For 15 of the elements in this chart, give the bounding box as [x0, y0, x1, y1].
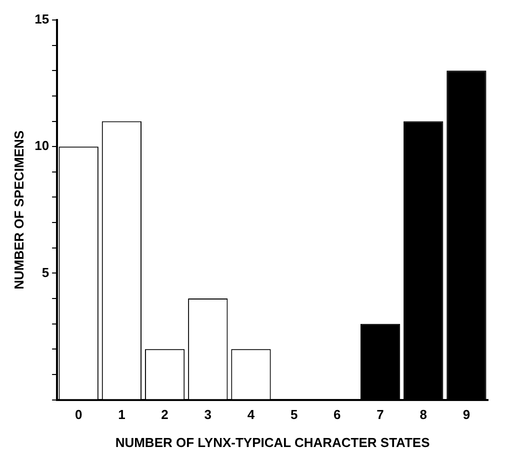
x-tick-label: 8: [420, 407, 427, 422]
y-tick-label: 5: [42, 264, 50, 280]
x-tick-label: 6: [334, 407, 341, 422]
x-tick-label: 4: [247, 407, 256, 422]
x-tick-label: 2: [161, 407, 168, 422]
x-tick-label: 3: [204, 407, 212, 422]
x-tick-label: 9: [462, 407, 470, 422]
x-tick-label: 0: [74, 407, 82, 422]
x-tick-label: 7: [376, 407, 384, 422]
x-tick-label: 5: [290, 407, 298, 422]
x-axis-title: NUMBER OF LYNX-TYPICAL CHARACTER STATES: [115, 434, 430, 450]
y-tick-label: 15: [34, 12, 50, 27]
y-axis-title: NUMBER OF SPECIMENS: [11, 130, 26, 290]
x-tick-label: 1: [118, 407, 126, 422]
y-tick-label: 10: [34, 138, 50, 154]
